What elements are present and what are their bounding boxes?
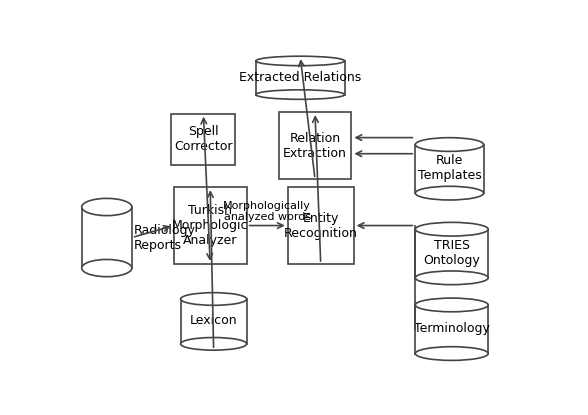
Ellipse shape (82, 198, 132, 216)
Ellipse shape (181, 337, 247, 350)
Bar (174, 187, 247, 264)
Bar (288, 187, 354, 264)
Text: Lexicon: Lexicon (190, 314, 238, 327)
Text: Terminology: Terminology (414, 322, 490, 335)
Text: Radiology
Reports: Radiology Reports (134, 224, 196, 251)
Text: Extracted Relations: Extracted Relations (239, 71, 362, 84)
Ellipse shape (256, 56, 345, 66)
Ellipse shape (181, 293, 247, 305)
Bar (181, 299, 247, 344)
Ellipse shape (415, 347, 488, 360)
Text: Relation
Extraction: Relation Extraction (283, 132, 347, 160)
Ellipse shape (82, 259, 132, 277)
Ellipse shape (415, 271, 488, 285)
Bar (415, 229, 488, 278)
Bar (415, 305, 488, 354)
Text: TRIES
Ontology: TRIES Ontology (423, 239, 480, 267)
Ellipse shape (256, 90, 345, 99)
Ellipse shape (415, 222, 488, 236)
Ellipse shape (415, 138, 483, 151)
Text: Rule
Templates: Rule Templates (417, 154, 482, 182)
Bar (82, 207, 132, 268)
Text: Turkish
Morphologic
Analyzer: Turkish Morphologic Analyzer (172, 204, 249, 247)
Bar (415, 144, 483, 193)
Bar (279, 112, 352, 179)
Ellipse shape (415, 298, 488, 312)
Text: Entity
Recognition: Entity Recognition (284, 212, 358, 239)
Ellipse shape (415, 186, 483, 200)
Bar (256, 61, 345, 95)
Text: Morphologically
analyzed words: Morphologically analyzed words (223, 201, 311, 222)
Text: Spell
Corrector: Spell Corrector (174, 125, 233, 153)
Bar (172, 114, 235, 165)
